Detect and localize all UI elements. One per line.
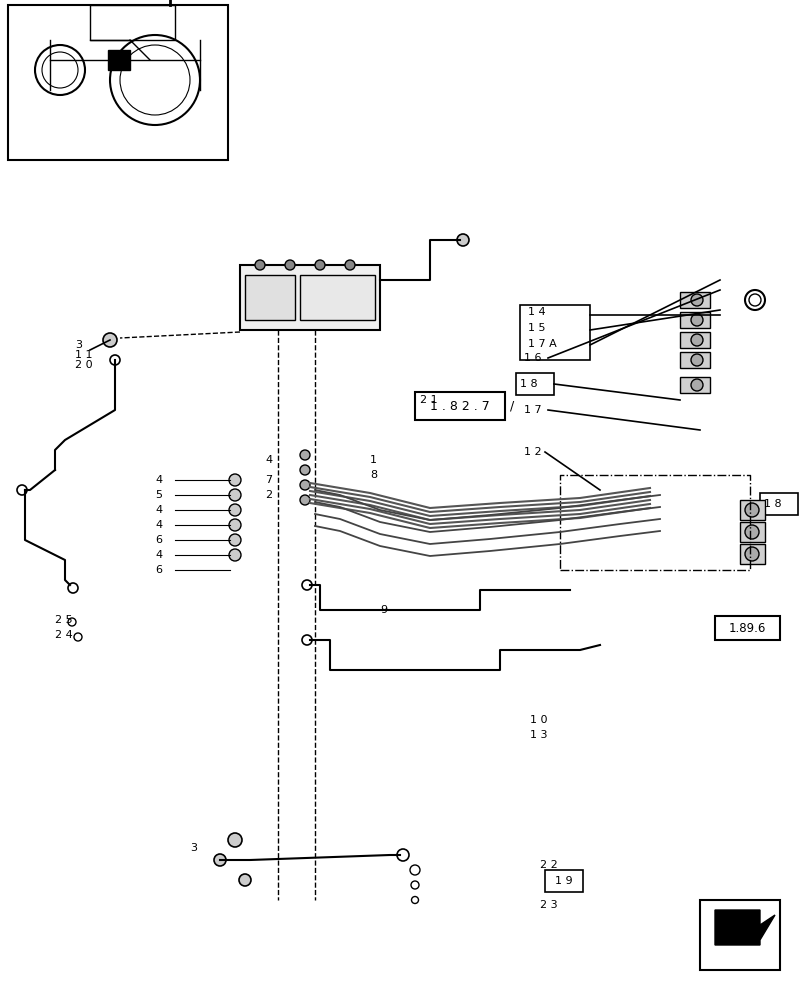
Text: 1 0: 1 0: [530, 715, 547, 725]
Circle shape: [690, 379, 702, 391]
Circle shape: [315, 260, 324, 270]
Circle shape: [229, 519, 241, 531]
Text: 1 6: 1 6: [523, 353, 541, 363]
Text: 2 0: 2 0: [75, 360, 92, 370]
Circle shape: [299, 495, 310, 505]
Text: 2 2: 2 2: [539, 860, 557, 870]
Bar: [8, 5, 228, 160]
Circle shape: [103, 333, 117, 347]
Bar: [299, 275, 375, 320]
Text: 1 5: 1 5: [527, 323, 545, 333]
Circle shape: [345, 260, 354, 270]
Text: 1 8: 1 8: [519, 379, 537, 389]
Text: 8: 8: [370, 470, 376, 480]
Circle shape: [690, 294, 702, 306]
Circle shape: [255, 260, 264, 270]
Text: 4: 4: [155, 475, 162, 485]
Text: 1 8: 1 8: [763, 499, 781, 509]
Bar: [679, 332, 709, 348]
Bar: [108, 50, 130, 70]
Text: 1 2: 1 2: [523, 447, 541, 457]
Circle shape: [299, 465, 310, 475]
Text: 1: 1: [370, 455, 376, 465]
Text: 1 9: 1 9: [555, 876, 572, 886]
Circle shape: [228, 833, 242, 847]
Bar: [714, 616, 779, 640]
Circle shape: [229, 474, 241, 486]
Bar: [515, 373, 553, 395]
Circle shape: [229, 489, 241, 501]
Text: 7: 7: [264, 475, 272, 485]
Circle shape: [744, 547, 758, 561]
Polygon shape: [714, 910, 774, 945]
Bar: [544, 870, 582, 892]
Bar: [679, 377, 709, 393]
Circle shape: [744, 525, 758, 539]
Text: 4: 4: [155, 520, 162, 530]
Bar: [679, 352, 709, 368]
Circle shape: [690, 354, 702, 366]
Circle shape: [690, 314, 702, 326]
Bar: [739, 522, 764, 542]
Circle shape: [238, 874, 251, 886]
Text: 2 1: 2 1: [419, 395, 437, 405]
Text: 2 5: 2 5: [55, 615, 72, 625]
Text: 4: 4: [155, 505, 162, 515]
Text: 1 7: 1 7: [523, 405, 541, 415]
Text: 3: 3: [190, 843, 197, 853]
Text: 4: 4: [264, 455, 272, 465]
Circle shape: [229, 504, 241, 516]
Bar: [699, 900, 779, 970]
Circle shape: [229, 549, 241, 561]
Bar: [240, 265, 380, 330]
Bar: [739, 500, 764, 520]
Circle shape: [690, 334, 702, 346]
Circle shape: [214, 854, 225, 866]
Text: 2: 2: [264, 490, 272, 500]
Text: 1 4: 1 4: [527, 307, 545, 317]
Bar: [679, 312, 709, 328]
Text: 4: 4: [155, 550, 162, 560]
Circle shape: [299, 480, 310, 490]
Text: 2 3: 2 3: [539, 900, 557, 910]
Text: 2 4: 2 4: [55, 630, 73, 640]
Text: 6: 6: [155, 535, 162, 545]
Bar: [519, 305, 590, 360]
Circle shape: [229, 534, 241, 546]
Circle shape: [299, 450, 310, 460]
Text: 9: 9: [380, 605, 387, 615]
Text: 1 . 8 2 . 7: 1 . 8 2 . 7: [430, 399, 489, 412]
Text: /: /: [509, 399, 513, 412]
Circle shape: [457, 234, 469, 246]
Text: 1 3: 1 3: [530, 730, 547, 740]
Bar: [245, 275, 294, 320]
Text: 5: 5: [155, 490, 162, 500]
Circle shape: [744, 503, 758, 517]
Bar: [759, 493, 797, 515]
Bar: [679, 292, 709, 308]
Text: 3: 3: [75, 340, 82, 350]
Text: 1 7 A: 1 7 A: [527, 339, 556, 349]
Text: 1.89.6: 1.89.6: [727, 621, 765, 634]
Bar: [414, 392, 504, 420]
Circle shape: [285, 260, 294, 270]
Text: 6: 6: [155, 565, 162, 575]
Text: 1 1: 1 1: [75, 350, 92, 360]
Bar: [739, 544, 764, 564]
